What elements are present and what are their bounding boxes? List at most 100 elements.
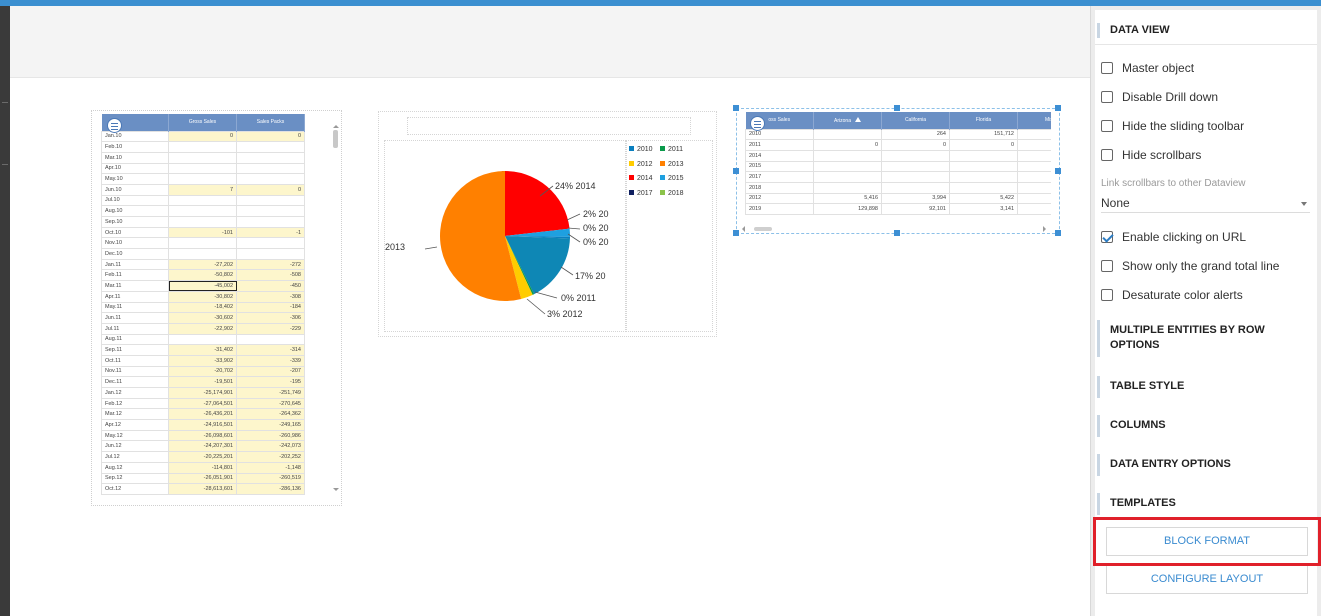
section-multiple-entities[interactable]: MULTIPLE ENTITIES BY ROW OPTIONS [1097, 320, 1315, 357]
table-cell[interactable] [236, 216, 305, 228]
table-cell[interactable]: -101 [168, 226, 237, 239]
table-cell[interactable]: -264,362 [236, 408, 305, 421]
checkbox[interactable] [1101, 260, 1113, 272]
table-cell[interactable]: 0 [168, 130, 237, 143]
scroll-right-icon[interactable] [1043, 226, 1046, 232]
column-header[interactable]: Florida [949, 112, 1018, 129]
table-cell[interactable] [881, 181, 950, 194]
legend-item[interactable]: 2018 [660, 189, 684, 198]
table-cell[interactable] [168, 151, 237, 164]
table-cell[interactable]: 5,416 [813, 192, 882, 205]
table-cell[interactable] [236, 333, 305, 346]
table-cell[interactable] [813, 171, 882, 183]
table-cell[interactable]: -30,602 [168, 312, 237, 324]
configure-layout-button[interactable]: CONFIGURE LAYOUT [1106, 565, 1308, 594]
column-header[interactable]: Gross Sales [168, 114, 237, 131]
table-cell[interactable] [168, 173, 237, 185]
block-format-button[interactable]: BLOCK FORMAT [1106, 527, 1308, 556]
table-cell[interactable]: -18,402 [168, 301, 237, 314]
scroll-up-icon[interactable] [333, 125, 339, 128]
resize-handle[interactable] [733, 168, 739, 174]
checkbox[interactable] [1101, 62, 1113, 74]
table-cell[interactable]: -26,098,601 [168, 429, 237, 442]
table-cell[interactable] [1017, 181, 1051, 194]
table-cell[interactable]: -20,225,201 [168, 451, 237, 463]
column-header[interactable]: California [881, 112, 950, 129]
table-cell[interactable] [1017, 128, 1051, 141]
table-cell[interactable]: 264 [881, 128, 950, 141]
option-hide-sliding-toolbar[interactable]: Hide the sliding toolbar [1101, 118, 1244, 134]
column-header[interactable]: Misso [1017, 112, 1051, 129]
scrollbar-thumb[interactable] [333, 130, 338, 148]
table-cell[interactable] [236, 162, 305, 175]
table-cell[interactable]: 7 [168, 183, 237, 196]
dataview-block-state-table[interactable]: oss SalesArizonaCaliforniaFloridaMisso 2… [733, 105, 1061, 236]
table-cell[interactable]: -19,501 [168, 376, 237, 388]
sort-up-icon[interactable] [854, 116, 861, 122]
table-cell[interactable]: -26,051,901 [168, 472, 237, 485]
table-cell[interactable] [236, 141, 305, 153]
table-menu-button[interactable] [750, 116, 765, 131]
table-cell[interactable] [949, 181, 1018, 194]
table-cell[interactable] [1017, 171, 1051, 183]
table-cell[interactable]: 151,712 [949, 128, 1018, 141]
table-cell[interactable]: -22,902 [168, 322, 237, 335]
table-cell[interactable] [236, 194, 305, 207]
table-cell[interactable]: 0 [813, 139, 882, 151]
table-cell[interactable] [168, 194, 237, 207]
pie-slice-2011[interactable] [505, 236, 535, 295]
table-cell[interactable]: -207 [236, 365, 305, 378]
resize-handle[interactable] [733, 105, 739, 111]
horizontal-scrollbar[interactable] [742, 226, 1046, 232]
table-cell[interactable]: -314 [236, 344, 305, 356]
table-cell[interactable]: -260,519 [236, 472, 305, 485]
table-cell[interactable]: -308 [236, 290, 305, 303]
option-disable-drill-down[interactable]: Disable Drill down [1101, 89, 1218, 105]
checkbox[interactable] [1101, 149, 1113, 161]
table-cell[interactable] [168, 237, 237, 250]
dataview-block-pie-chart[interactable]: 0% 20 0% 2011 3% 2012 54% 2013 24% 2014 2% 20… [364, 111, 717, 337]
section-templates[interactable]: TEMPLATES [1097, 493, 1315, 515]
table-cell[interactable]: -24,916,501 [168, 419, 237, 431]
table-cell[interactable]: -33,902 [168, 354, 237, 367]
table-cell[interactable]: -202,252 [236, 451, 305, 463]
table-menu-button[interactable] [107, 118, 122, 133]
table-cell[interactable]: 0 [236, 130, 305, 143]
table-cell[interactable] [168, 248, 237, 260]
checkbox[interactable] [1101, 289, 1113, 301]
table-cell[interactable] [1017, 192, 1051, 205]
table-cell[interactable]: -508 [236, 269, 305, 282]
table-cell[interactable] [881, 149, 950, 162]
table-cell[interactable]: -450 [236, 280, 305, 292]
table-cell[interactable] [949, 149, 1018, 162]
table-cell[interactable]: -45,002 [168, 280, 237, 292]
table-cell[interactable]: 0 [881, 139, 950, 151]
pie-slice-2013[interactable] [439, 171, 522, 301]
pie-slice-2010[interactable] [505, 236, 570, 239]
table-cell[interactable]: 3,141 [949, 203, 1018, 215]
checkbox-checked[interactable] [1101, 231, 1113, 243]
table-cell[interactable]: -30,802 [168, 290, 237, 303]
option-show-grand-total-only[interactable]: Show only the grand total line [1101, 258, 1279, 274]
legend-item[interactable]: 2017 [629, 189, 653, 198]
dataview-block-sales-table[interactable]: Gross Sales Sales Packs Jan.10 0 0 Feb.10 Mar… [91, 110, 342, 506]
checkbox[interactable] [1101, 91, 1113, 103]
table-cell[interactable] [1017, 139, 1051, 151]
resize-handle[interactable] [733, 230, 739, 236]
table-cell[interactable] [881, 171, 950, 183]
table-cell[interactable]: 0 [949, 139, 1018, 151]
table-cell[interactable]: -27,202 [168, 258, 237, 271]
table-cell[interactable]: -249,165 [236, 419, 305, 431]
table-cell[interactable] [168, 205, 237, 217]
table-cell[interactable]: -184 [236, 301, 305, 314]
resize-handle[interactable] [894, 105, 900, 111]
table-cell[interactable]: -242,073 [236, 440, 305, 453]
option-master-object[interactable]: Master object [1101, 60, 1194, 76]
table-cell[interactable]: -1,148 [236, 461, 305, 474]
table-cell[interactable] [949, 171, 1018, 183]
table-cell[interactable]: -27,064,501 [168, 397, 237, 410]
table-cell[interactable]: -24,207,301 [168, 440, 237, 453]
section-columns[interactable]: COLUMNS [1097, 415, 1315, 437]
table-cell[interactable] [949, 160, 1018, 173]
table-cell[interactable]: -20,702 [168, 365, 237, 378]
